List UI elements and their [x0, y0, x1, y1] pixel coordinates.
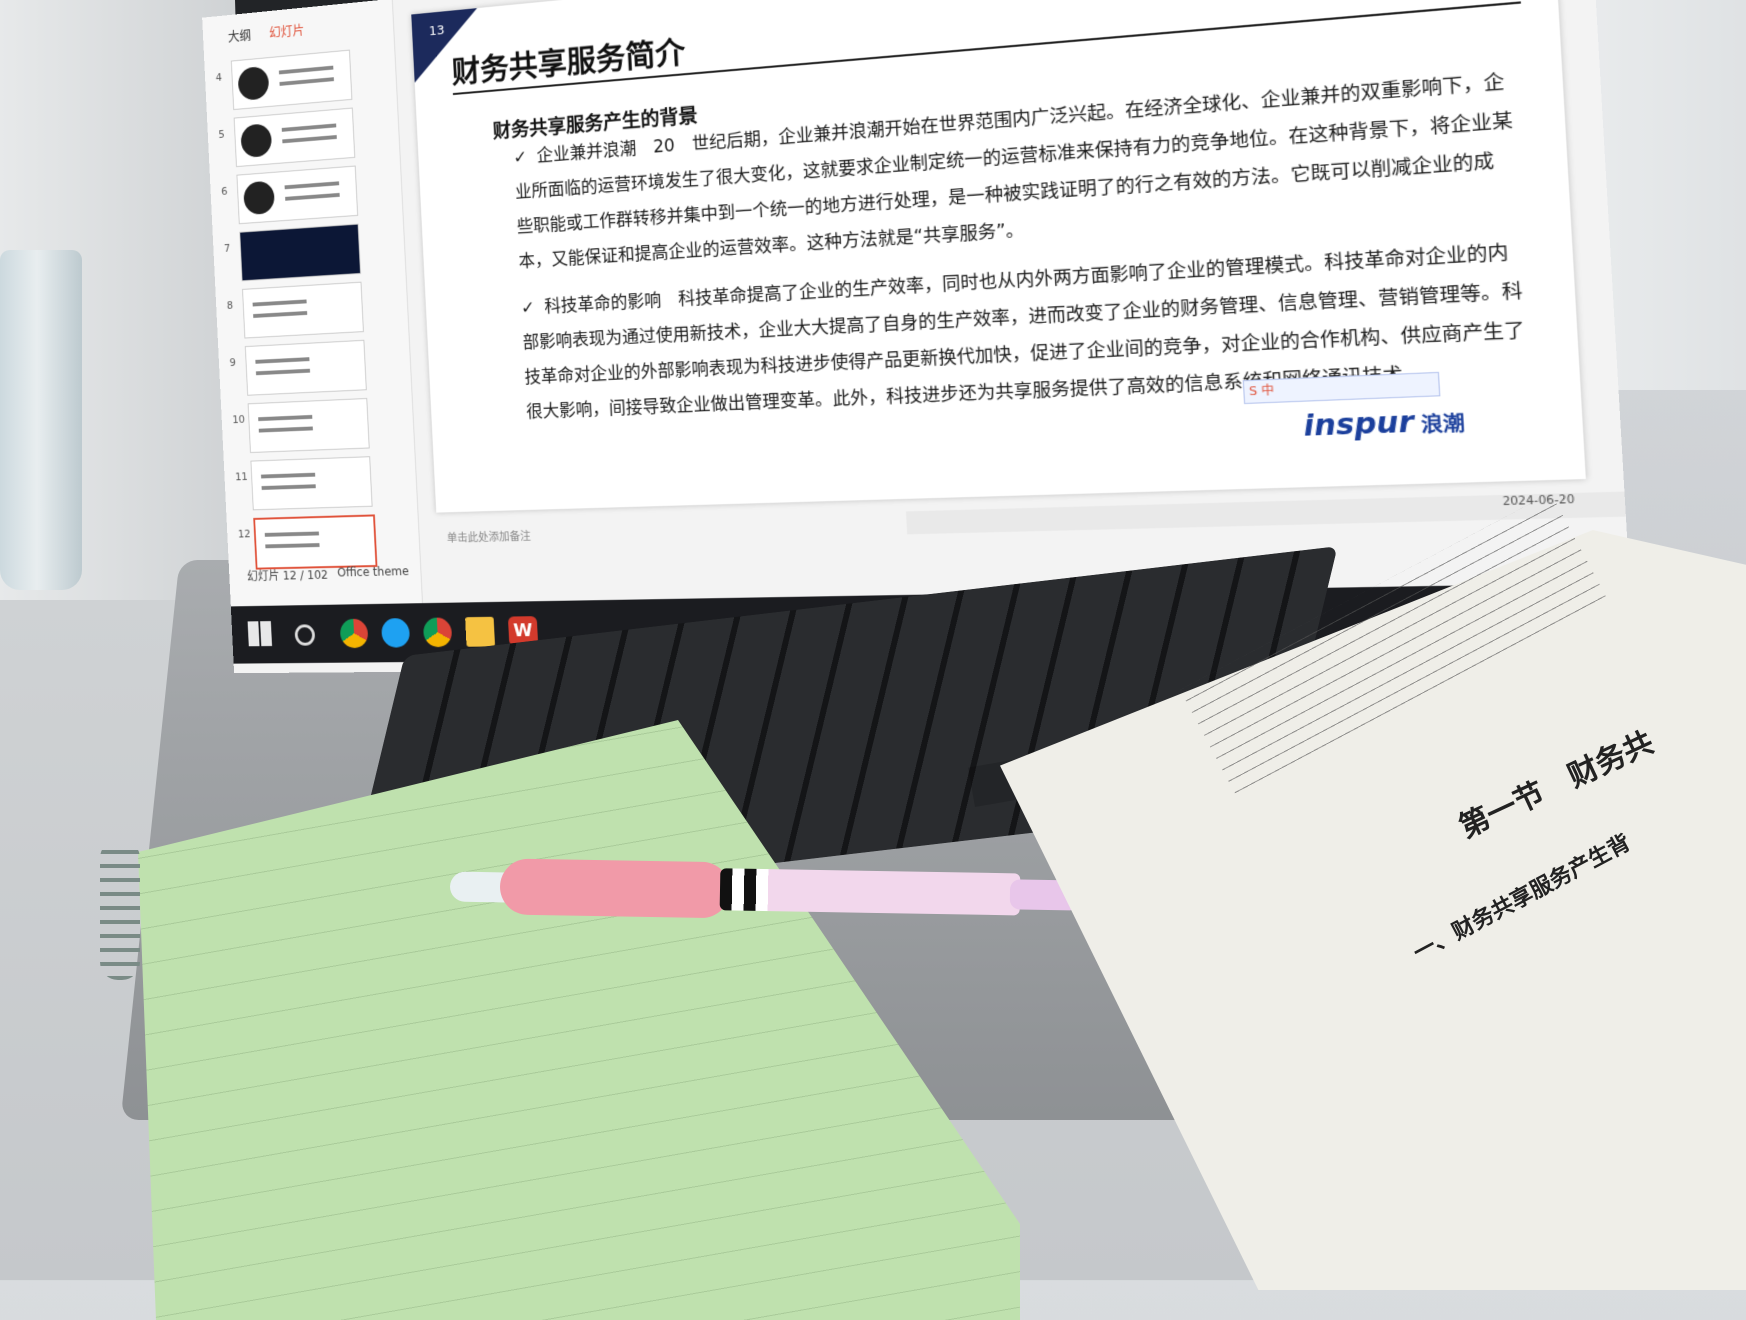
- inspur-logo: inspur 浪潮: [1303, 404, 1466, 443]
- slide-thumbnail[interactable]: [234, 108, 356, 168]
- thumb-number: 12: [238, 528, 251, 541]
- slide-thumbnail-selected[interactable]: [253, 514, 377, 569]
- theme-label: Office theme: [337, 564, 409, 579]
- thumb-number: 5: [218, 128, 225, 141]
- pen-body: [720, 868, 1021, 915]
- slide-thumbnail[interactable]: [236, 166, 358, 225]
- thumb-number: 11: [235, 470, 248, 483]
- pane-tabs: 大纲 幻灯片: [227, 18, 319, 45]
- slide-thumbnail-pane: 大纲 幻灯片 4 5 6 7 8 9 10 11 12 幻灯片 12 / 102…: [202, 0, 423, 606]
- water-cup: [0, 250, 82, 590]
- tab-slides[interactable]: 幻灯片: [269, 23, 305, 41]
- thumb-number: 10: [232, 413, 245, 426]
- windows-start-icon[interactable]: [248, 621, 272, 646]
- notebook-spiral: [100, 840, 140, 980]
- search-icon[interactable]: [294, 624, 315, 645]
- slide-title: 财务共享服务简介: [451, 27, 687, 92]
- tab-outline[interactable]: 大纲: [228, 28, 252, 44]
- thumb-number: 6: [221, 185, 228, 198]
- slide-thumbnail[interactable]: [239, 224, 361, 282]
- checkmark-icon: ✓: [513, 147, 528, 168]
- logo-text-cn: 浪潮: [1421, 412, 1466, 437]
- thumb-number: 7: [224, 242, 231, 255]
- browser-icon[interactable]: [423, 617, 453, 647]
- thumb-number: 9: [229, 356, 236, 369]
- pen: [449, 850, 1080, 931]
- file-explorer-icon[interactable]: [465, 617, 495, 647]
- thumb-number: 4: [215, 71, 222, 84]
- thumb-number: 8: [227, 299, 234, 312]
- slide-counter: 幻灯片 12 / 102: [247, 566, 329, 584]
- slide-thumbnail[interactable]: [231, 50, 352, 110]
- slide-thumbnail[interactable]: [242, 282, 364, 339]
- slide-thumbnail[interactable]: [250, 456, 372, 510]
- slide-thumbnail[interactable]: [245, 340, 367, 396]
- slide-canvas[interactable]: 13 财务共享服务简介 财务共享服务产生的背景 ✓ 企业兼并浪潮 20 世纪后期，…: [411, 0, 1586, 513]
- checkmark-icon: ✓: [521, 298, 536, 319]
- ie-icon[interactable]: [381, 618, 410, 648]
- slide-number: 13: [429, 23, 445, 39]
- notes-placeholder[interactable]: 单击此处添加备注: [447, 528, 532, 546]
- chrome-icon[interactable]: [340, 619, 369, 648]
- slide-thumbnail[interactable]: [248, 398, 370, 453]
- logo-text: inspur: [1303, 406, 1415, 443]
- pen-grip: [500, 858, 731, 918]
